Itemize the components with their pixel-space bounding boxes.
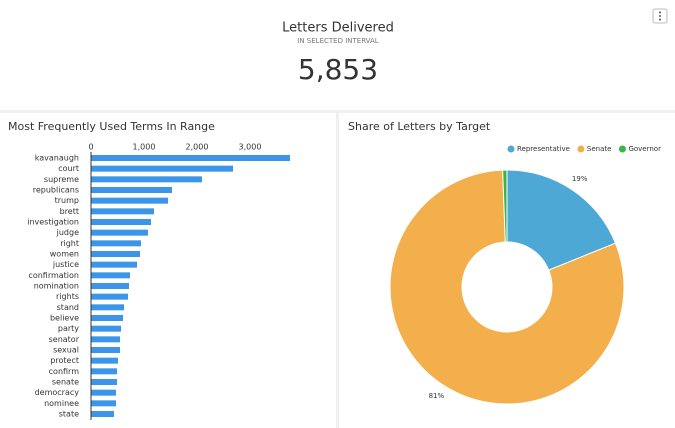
legend-label: Senate [587, 145, 612, 153]
bar [91, 165, 234, 172]
y-tick-label: republicans [33, 186, 79, 195]
bar [91, 315, 124, 321]
y-tick-label: party [58, 324, 79, 333]
y-tick-label: stand [57, 303, 79, 312]
bar [91, 336, 120, 343]
bar [91, 176, 202, 183]
bar [91, 389, 117, 396]
bar [91, 357, 118, 364]
legend-swatch [618, 145, 626, 153]
kpi-card [0, 0, 675, 110]
y-tick-label: confirmation [28, 271, 79, 280]
bar [91, 304, 125, 311]
x-tick-label: 0 [88, 143, 93, 152]
bar [91, 368, 118, 375]
bar [91, 411, 115, 417]
bar [91, 347, 120, 353]
y-tick-label: senate [52, 378, 79, 387]
x-tick-label: 2,000 [186, 143, 209, 152]
donut-slice [506, 169, 617, 271]
y-tick-label: right [60, 239, 79, 248]
value-label: 81% [429, 392, 445, 400]
bar [91, 155, 291, 161]
kpi-value: 5,853 [298, 53, 378, 86]
bar [91, 219, 151, 225]
kpi-subtitle: IN SELECTED INTERVAL [297, 37, 379, 45]
y-tick-label: court [58, 164, 79, 173]
bar [91, 208, 155, 215]
y-tick-label: senator [49, 335, 80, 344]
bar [91, 272, 131, 279]
menu-dot [659, 11, 661, 14]
chart-title: Share of Letters by Target [348, 120, 491, 133]
y-tick-label: women [50, 250, 79, 259]
bar [91, 229, 148, 236]
y-tick-label: trump [55, 196, 79, 205]
value-label: 19% [572, 175, 588, 183]
bar [91, 293, 128, 300]
y-tick-label: believe [50, 314, 79, 323]
y-tick-label: brett [60, 207, 79, 216]
y-tick-label: rights [56, 292, 79, 301]
bar-card [0, 113, 336, 428]
y-tick-label: investigation [27, 218, 79, 227]
menu-dot [659, 18, 661, 21]
bar [91, 187, 172, 193]
y-tick-label: justice [52, 260, 79, 269]
y-tick-label: nominee [44, 399, 79, 408]
y-tick-label: sexual [53, 346, 79, 355]
bar [91, 197, 169, 204]
x-tick-label: 3,000 [239, 143, 262, 152]
donut-slice [502, 169, 508, 243]
bar [91, 240, 141, 247]
bar [91, 283, 130, 289]
y-tick-label: confirm [49, 367, 80, 376]
y-tick-label: nomination [34, 282, 79, 291]
menu-dot [659, 15, 661, 17]
y-tick-label: democracy [35, 388, 80, 397]
bar [91, 379, 118, 385]
donut-slice [389, 169, 625, 405]
bar [91, 251, 141, 257]
bar [91, 400, 117, 407]
legend-swatch [507, 145, 515, 153]
y-tick-label: supreme [44, 175, 79, 184]
y-tick-label: protect [50, 356, 79, 365]
chart-title: Most Frequently Used Terms In Range [8, 120, 215, 133]
y-tick-label: judge [56, 228, 79, 237]
legend-swatch [577, 145, 585, 153]
y-tick-label: kavanaugh [35, 154, 79, 163]
legend-label: Governor [628, 145, 661, 153]
y-tick-label: state [59, 410, 79, 419]
bar [91, 261, 138, 268]
x-tick-label: 1,000 [133, 143, 156, 152]
kpi-title: Letters Delivered [282, 21, 394, 36]
legend-label: Representative [517, 145, 570, 153]
bar [91, 325, 121, 332]
